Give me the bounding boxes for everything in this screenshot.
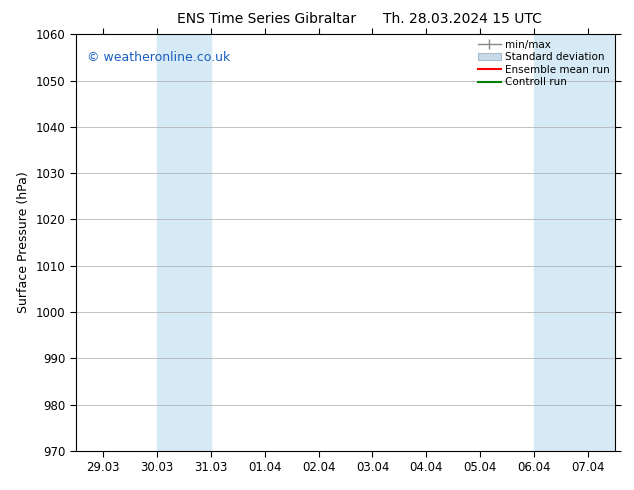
Legend: min/max, Standard deviation, Ensemble mean run, Controll run: min/max, Standard deviation, Ensemble me…: [476, 37, 612, 89]
Bar: [588, 34, 615, 451]
Text: ENS Time Series Gibraltar: ENS Time Series Gibraltar: [177, 12, 356, 26]
Bar: [534, 34, 588, 451]
Bar: [157, 34, 210, 451]
Text: Th. 28.03.2024 15 UTC: Th. 28.03.2024 15 UTC: [384, 12, 542, 26]
Text: © weatheronline.co.uk: © weatheronline.co.uk: [87, 51, 230, 64]
Y-axis label: Surface Pressure (hPa): Surface Pressure (hPa): [17, 172, 30, 314]
